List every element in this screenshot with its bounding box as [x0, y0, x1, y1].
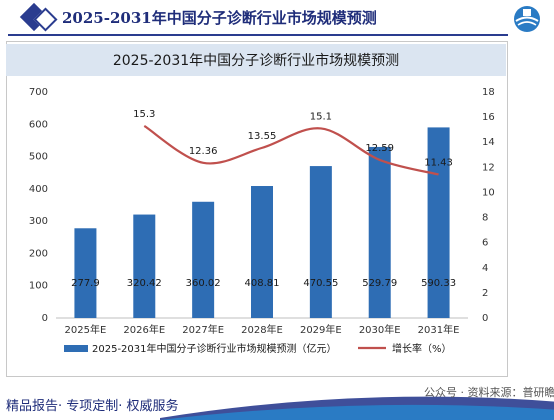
line-data-label: 13.55 — [248, 131, 277, 142]
bar-data-label: 320.42 — [127, 278, 162, 289]
y-left-tick-label: 0 — [42, 313, 48, 324]
y-left-tick-label: 200 — [29, 248, 48, 259]
bar-data-label: 529.79 — [362, 278, 397, 289]
bar-data-label: 470.55 — [303, 278, 338, 289]
bar — [369, 147, 391, 318]
y-left-tick-label: 300 — [29, 216, 48, 227]
x-tick-label: 2029年E — [300, 323, 342, 336]
x-tick-label: 2027年E — [182, 323, 224, 336]
bar — [74, 228, 96, 318]
line-data-label: 15.3 — [133, 109, 155, 120]
bar — [428, 127, 450, 318]
footer-tagline: 精品报告· 专项定制· 权威服务 — [6, 395, 179, 414]
y-left-tick-label: 500 — [29, 152, 48, 163]
bar — [251, 186, 273, 318]
legend-bar-swatch — [64, 345, 88, 352]
x-tick-label: 2030年E — [359, 323, 401, 336]
bar-data-label: 590.33 — [421, 278, 456, 289]
y-right-tick-label: 14 — [482, 137, 495, 148]
x-tick-label: 2025年E — [65, 323, 107, 336]
line-data-label: 15.1 — [310, 111, 332, 122]
y-right-tick-label: 2 — [482, 288, 488, 299]
y-right-tick-label: 16 — [482, 112, 495, 123]
line-data-label: 12.59 — [365, 143, 394, 154]
bar — [310, 166, 332, 318]
bar — [192, 202, 214, 318]
y-right-tick-label: 6 — [482, 238, 488, 249]
y-right-tick-label: 0 — [482, 313, 488, 324]
y-right-tick-label: 18 — [482, 87, 495, 98]
y-right-tick-label: 4 — [482, 263, 488, 274]
y-right-tick-label: 12 — [482, 162, 495, 173]
line-data-label: 12.36 — [189, 146, 218, 157]
bar-data-label: 360.02 — [186, 278, 221, 289]
y-right-tick-label: 8 — [482, 213, 488, 224]
x-tick-label: 2031年E — [418, 323, 460, 336]
line-data-label: 11.43 — [424, 157, 453, 168]
x-tick-label: 2028年E — [241, 323, 283, 336]
x-tick-label: 2026年E — [123, 323, 165, 336]
watermark-text: 公众号 · 资料来源：普研瞻 — [424, 384, 554, 400]
y-right-tick-label: 10 — [482, 187, 495, 198]
bar-data-label: 277.9 — [71, 278, 100, 289]
bar-data-label: 408.81 — [245, 278, 280, 289]
legend-line-label: 增长率（%） — [392, 342, 452, 355]
y-left-tick-label: 400 — [29, 184, 48, 195]
y-left-tick-label: 100 — [29, 281, 48, 292]
legend-bar-label: 2025-2031年中国分子诊断行业市场规模预测（亿元） — [92, 342, 337, 355]
y-left-tick-label: 600 — [29, 119, 48, 130]
bar — [133, 215, 155, 318]
y-left-tick-label: 700 — [29, 87, 48, 98]
